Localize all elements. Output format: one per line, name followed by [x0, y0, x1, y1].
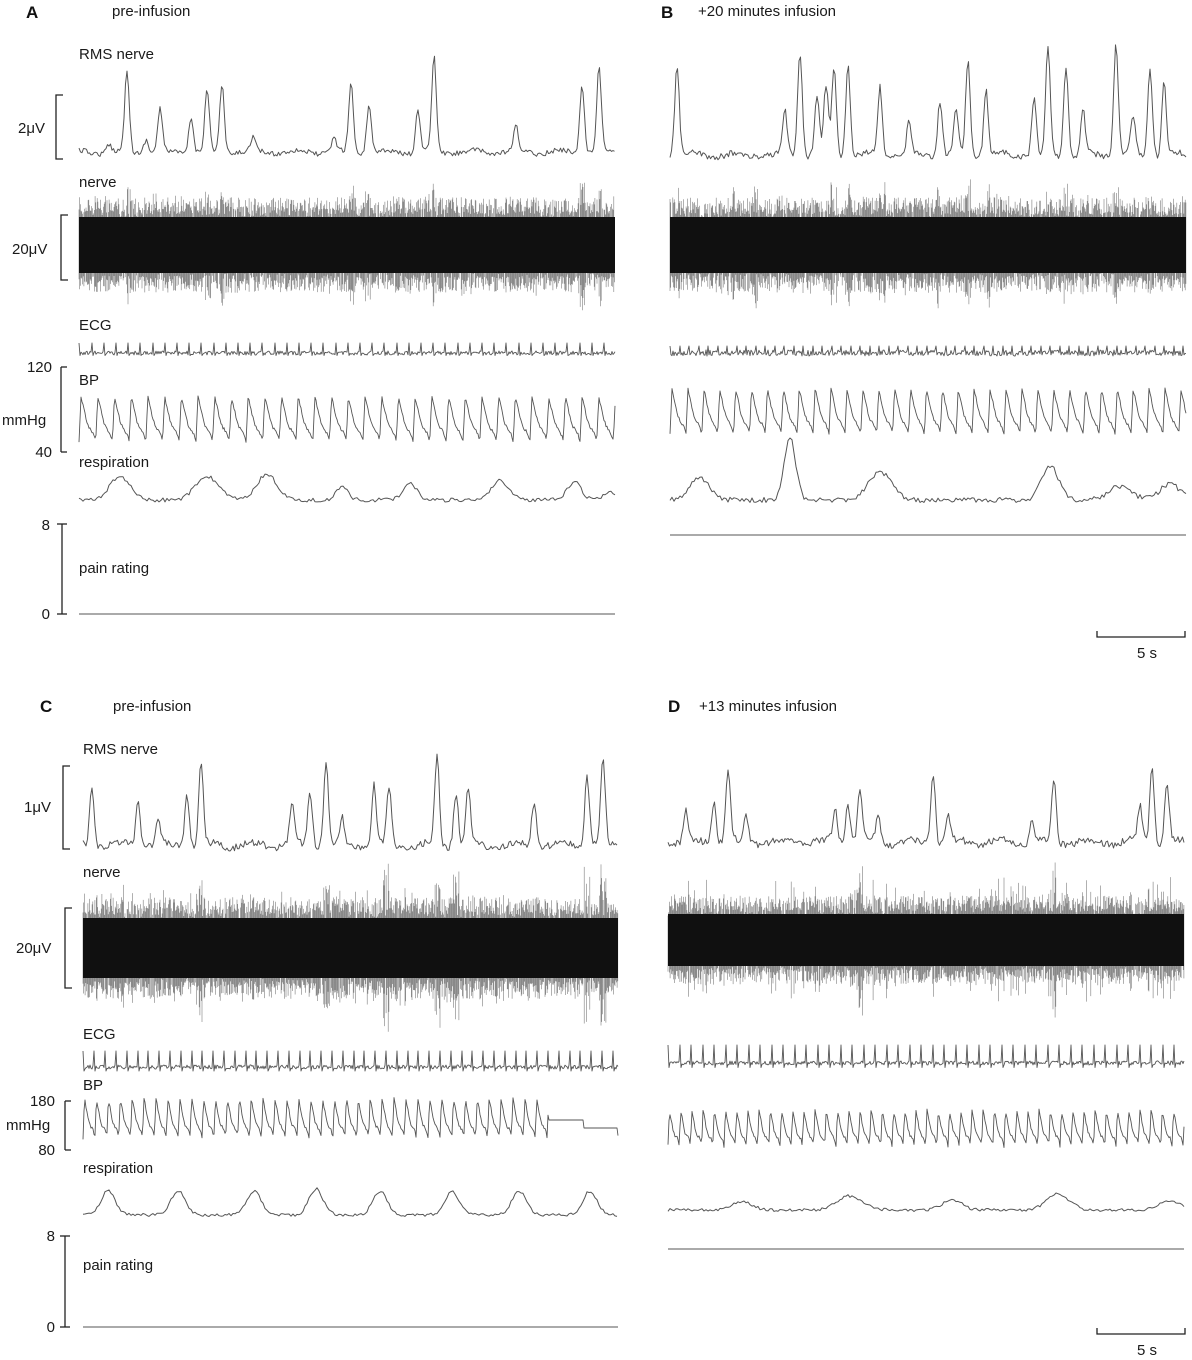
panel-a-ecg-label: ECG: [79, 317, 112, 334]
panel-a-rms-nerve-trace: [78, 55, 615, 157]
panel-c-nerve-label: nerve: [83, 864, 121, 881]
panel-d-scale-bar: [1096, 1328, 1186, 1335]
panel-c-bp-tick-bottom: 80: [38, 1142, 55, 1159]
panel-a-nerve-label: nerve: [79, 174, 117, 191]
panel-c-respiration-label: respiration: [83, 1160, 153, 1177]
panel-a-nerve-bracket: [60, 214, 68, 281]
panel-b-scale-bar-label: 5 s: [1137, 645, 1157, 662]
panel-c-bp-tick-top: 180: [30, 1093, 55, 1110]
panel-letter-a: A: [26, 3, 38, 22]
panel-b-title: +20 minutes infusion: [698, 3, 836, 20]
panel-c-rms-scale-label: 1μV: [24, 799, 51, 816]
panel-a-rms-bracket: [55, 94, 63, 160]
panel-b-respiration-trace: [669, 437, 1187, 503]
panel-a-pain-axis: [57, 523, 67, 615]
panel-c-bp-trace: [82, 1097, 619, 1140]
panel-c-ecg-trace: [82, 1050, 619, 1072]
panel-a-pain-label: pain rating: [79, 560, 149, 577]
panel-a-respiration-trace: [78, 473, 616, 503]
panel-letter-d: D: [668, 697, 680, 716]
panel-a-nerve-trace: [78, 182, 615, 311]
panel-letter-c: C: [40, 697, 52, 716]
panel-a-pain-tick-top: 8: [42, 517, 50, 534]
panel-d-rms-nerve-trace: [667, 768, 1185, 849]
panel-a-respiration-label: respiration: [79, 454, 149, 471]
panel-a-nerve-scale-label: 20μV: [12, 241, 47, 258]
panel-a-bp-label: BP: [79, 372, 99, 389]
panel-d-title: +13 minutes infusion: [699, 698, 837, 715]
trace-layer: [78, 44, 1187, 1328]
panel-c-nerve-bracket: [64, 907, 72, 989]
panel-d-respiration-trace: [667, 1192, 1185, 1212]
panel-a-rms-label: RMS nerve: [79, 46, 154, 63]
panel-a-bp-trace: [78, 395, 616, 443]
panel-c-rms-nerve-trace: [82, 753, 618, 852]
panel-c-title: pre-infusion: [113, 698, 191, 715]
panel-c-pain-axis: [60, 1235, 70, 1328]
panel-b-scale-bar: [1096, 631, 1186, 638]
panel-a-bp-axis: [60, 366, 67, 453]
panel-b-nerve-trace: [669, 179, 1187, 309]
panel-a-bp-tick-bottom: 40: [35, 444, 52, 461]
panel-letter-b: B: [661, 3, 673, 22]
panel-d-ecg-trace: [667, 1044, 1185, 1068]
panel-c-nerve-scale-label: 20μV: [16, 940, 51, 957]
panel-c-rms-bracket: [62, 765, 70, 850]
panel-a-pain-tick-bottom: 0: [42, 606, 50, 623]
panel-c-nerve-trace: [82, 863, 619, 1032]
panel-c-ecg-label: ECG: [83, 1026, 116, 1043]
panel-a-ecg-trace: [78, 342, 616, 356]
panel-d-scale-bar-label: 5 s: [1137, 1342, 1157, 1359]
panel-c-bp-label: BP: [83, 1077, 103, 1094]
panel-c-bp-unit: mmHg: [6, 1117, 50, 1134]
panel-b-ecg-trace: [669, 345, 1186, 357]
panel-a-bp-tick-top: 120: [27, 359, 52, 376]
panel-d-nerve-trace: [667, 862, 1185, 1018]
panel-c-respiration-trace: [82, 1187, 618, 1217]
panel-c-pain-label: pain rating: [83, 1257, 153, 1274]
panel-b-rms-nerve-trace: [669, 44, 1187, 161]
panel-b-bp-trace: [669, 387, 1187, 435]
panel-c-pain-tick-bottom: 0: [47, 1319, 55, 1336]
panel-c-rms-label: RMS nerve: [83, 741, 158, 758]
panel-d-bp-trace: [667, 1108, 1185, 1148]
panel-a-rms-scale-label: 2μV: [18, 120, 45, 137]
panel-a-title: pre-infusion: [112, 3, 190, 20]
panel-c-bp-axis: [64, 1100, 71, 1151]
panel-a-bp-unit: mmHg: [2, 412, 46, 429]
panel-c-pain-tick-top: 8: [47, 1228, 55, 1245]
